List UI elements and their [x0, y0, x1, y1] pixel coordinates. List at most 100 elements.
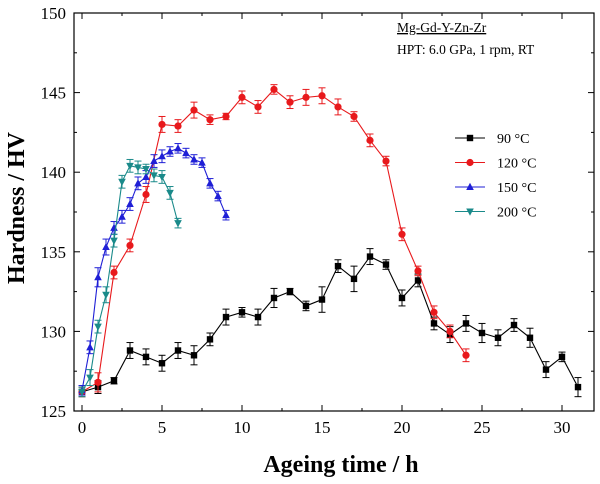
data-point	[254, 313, 262, 321]
data-point	[526, 334, 534, 341]
data-point	[478, 329, 486, 337]
data-point	[430, 308, 438, 316]
data-point	[270, 294, 278, 302]
y-tick-label: 130	[41, 322, 67, 341]
series-line	[81, 88, 467, 393]
legend: 90 °C 120 °C 150 °C 200 °C	[455, 132, 536, 221]
data-point	[254, 103, 262, 111]
data-point	[206, 179, 214, 187]
data-point	[158, 120, 166, 129]
data-point	[182, 148, 190, 157]
series-1	[78, 84, 470, 398]
data-point	[142, 353, 150, 361]
legend-label: 200 °C	[497, 206, 536, 221]
data-point	[150, 172, 158, 180]
data-point	[206, 336, 214, 343]
x-tick-label: 30	[554, 418, 571, 437]
data-point	[222, 112, 230, 121]
data-point	[126, 347, 134, 354]
data-point	[270, 85, 278, 94]
data-point	[166, 147, 174, 155]
legend-label: 150 °C	[497, 181, 536, 196]
plot-frame	[73, 12, 595, 412]
data-point	[350, 112, 358, 121]
data-point	[286, 98, 294, 106]
legend-marker	[466, 208, 474, 216]
x-axis-title: Ageing time / h	[263, 452, 418, 478]
data-point	[86, 343, 94, 351]
data-point	[430, 320, 438, 327]
data-point	[150, 156, 158, 165]
data-point	[126, 241, 134, 250]
data-point	[110, 268, 118, 277]
data-point	[102, 291, 110, 299]
data-point	[118, 212, 126, 220]
data-point	[350, 275, 358, 283]
y-tick-label: 125	[41, 402, 67, 421]
data-point	[462, 320, 470, 327]
data-point	[382, 157, 390, 165]
legend-label: 120 °C	[497, 157, 536, 172]
data-point	[190, 352, 198, 359]
data-point	[414, 267, 422, 275]
data-point	[302, 93, 310, 101]
data-series	[78, 84, 582, 398]
data-point	[86, 374, 94, 382]
data-point	[158, 152, 166, 160]
data-point	[94, 323, 102, 331]
data-point	[126, 162, 134, 171]
series-line	[81, 147, 227, 391]
data-point	[174, 347, 182, 354]
series-3	[78, 158, 182, 398]
data-point	[134, 179, 142, 187]
data-point	[222, 210, 230, 219]
data-point	[238, 93, 246, 101]
data-point	[174, 144, 182, 152]
legend-label: 90 °C	[497, 132, 529, 147]
data-point	[318, 296, 326, 303]
data-point	[366, 136, 374, 144]
tick-labels: 0 5 10 15 20 25 30 125 130 135 140 145 150	[41, 4, 571, 437]
data-point	[158, 173, 166, 182]
data-point	[174, 122, 182, 130]
annotation-material: Mg-Gd-Y-Zn-Zr	[397, 20, 487, 35]
x-tick-label: 10	[234, 418, 251, 437]
data-point	[126, 199, 134, 208]
series-2	[78, 143, 230, 396]
data-point	[142, 166, 150, 174]
data-point	[286, 288, 294, 295]
data-point	[334, 262, 342, 270]
data-point	[302, 302, 310, 310]
x-tick-label: 0	[78, 418, 87, 437]
data-point	[214, 191, 222, 200]
data-point	[78, 388, 86, 397]
data-point	[190, 155, 198, 163]
data-point	[414, 277, 422, 284]
data-point	[574, 383, 582, 391]
series-0	[78, 248, 582, 398]
data-point	[382, 261, 390, 268]
data-point	[238, 309, 246, 316]
x-tick-label: 15	[314, 418, 331, 437]
data-point	[174, 220, 182, 228]
data-point	[334, 103, 342, 111]
data-point	[94, 378, 102, 386]
data-point	[110, 237, 118, 245]
data-point	[110, 377, 118, 384]
data-point	[198, 158, 206, 166]
x-tick-label: 20	[394, 418, 411, 437]
x-tick-label: 5	[158, 418, 167, 437]
data-point	[446, 327, 454, 335]
legend-marker	[466, 158, 474, 167]
x-tick-label: 25	[474, 418, 491, 437]
data-point	[94, 273, 102, 281]
data-point	[318, 92, 326, 100]
data-point	[190, 106, 198, 114]
data-point	[398, 294, 406, 302]
data-point	[542, 366, 550, 373]
data-point	[366, 253, 374, 260]
data-point	[142, 190, 150, 199]
y-tick-label: 135	[41, 243, 67, 262]
series-line	[81, 255, 579, 393]
